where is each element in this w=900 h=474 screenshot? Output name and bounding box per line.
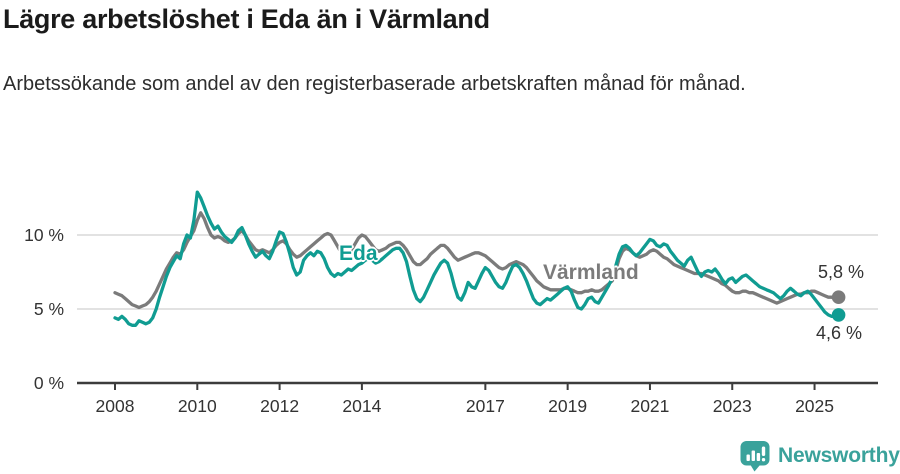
eda-series-label: Eda [339,242,378,265]
x-axis-label: 2012 [260,396,299,416]
varmland-end-value-label: 5,8 % [818,262,865,282]
newsworthy-logo: Newsworthy [740,440,900,472]
x-axis-label: 2025 [795,396,834,416]
eda-end-value-label: 4,6 % [816,323,863,343]
newsworthy-speech-bubble-bar-chart-icon [740,441,770,472]
series-line-eda [113,190,841,327]
x-axis-label: 2021 [630,396,669,416]
series-end-dot-värmland [831,290,846,305]
y-axis-label: 5 % [34,299,64,319]
x-axis-label: 2023 [713,396,752,416]
x-axis-label: 2010 [178,396,217,416]
x-axis-label: 2019 [548,396,587,416]
series-line-värmland [113,211,841,310]
varmland-series-label: Värmland [543,261,639,284]
y-axis-label: 0 % [34,373,64,393]
y-axis-label: 10 % [24,225,64,245]
x-axis-label: 2008 [96,396,135,416]
chart-subtitle: Arbetssökande som andel av den registerb… [3,73,746,95]
x-axis-label: 2017 [466,396,505,416]
x-axis-label: 2014 [342,396,381,416]
newsworthy-wordmark: Newsworthy [778,444,900,467]
chart-title: Lägre arbetslöshet i Eda än i Värmland [3,4,490,34]
series-end-dot-eda [831,308,846,322]
